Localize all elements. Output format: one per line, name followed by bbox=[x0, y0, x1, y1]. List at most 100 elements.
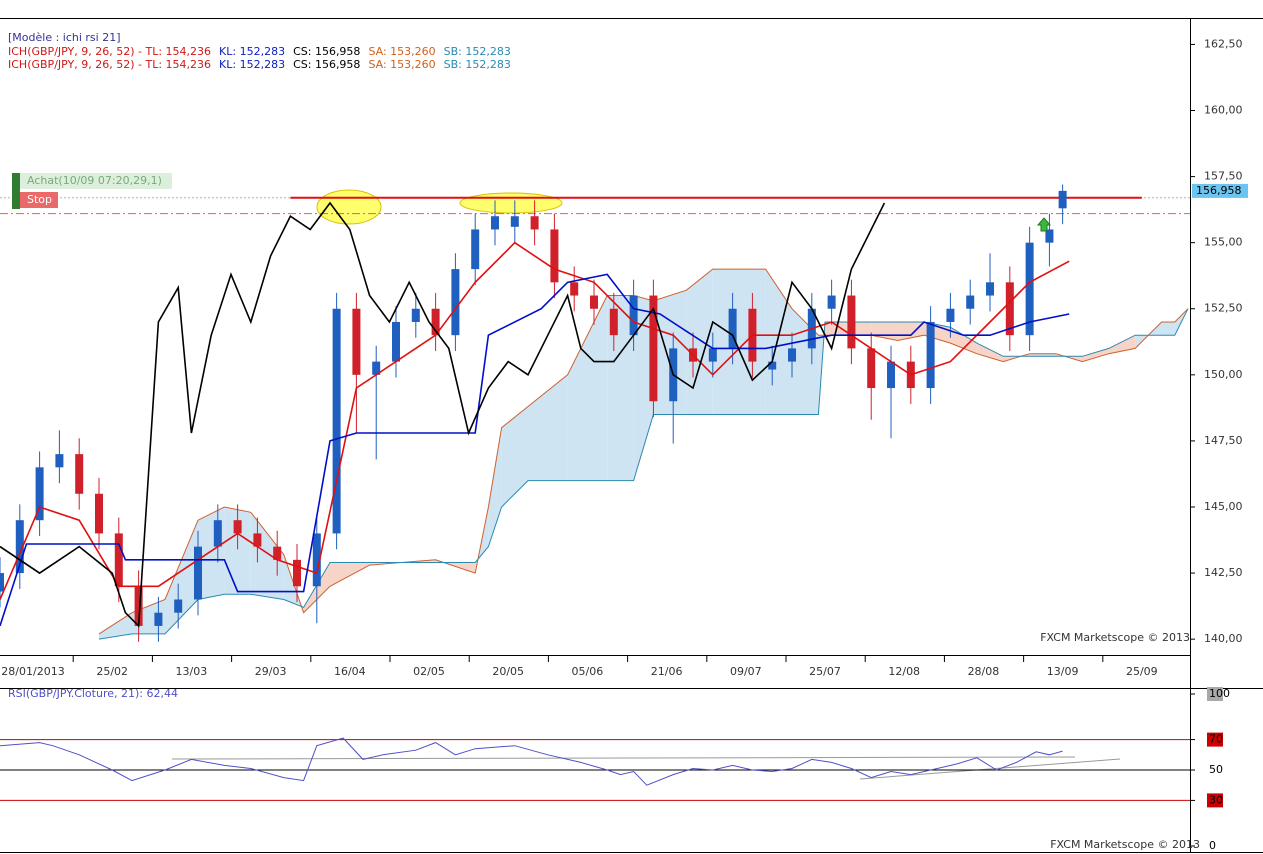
rsi-title: RSI(GBP/JPY.Cloture, 21): 62,44 bbox=[8, 687, 178, 700]
candle-body bbox=[253, 533, 262, 547]
x-tick-label: 02/05 bbox=[413, 665, 445, 678]
candle-body bbox=[233, 520, 242, 534]
candle-body bbox=[95, 493, 104, 534]
cloud-fill bbox=[330, 562, 370, 587]
candle-body bbox=[134, 586, 143, 626]
cloud-fill bbox=[633, 295, 654, 481]
entry-label: Achat(10/09 07:20,29,1) bbox=[27, 174, 162, 187]
x-tick-label: 13/09 bbox=[1047, 665, 1079, 678]
trend-line bbox=[859, 758, 1121, 780]
indicator-legend: ICH(GBP/JPY, 9, 26, 52) - TL: 154,236 KL:… bbox=[8, 45, 511, 58]
stop-label-bg bbox=[20, 192, 58, 208]
y-tick-label: 50 bbox=[1209, 763, 1223, 776]
x-tick-label: 25/02 bbox=[96, 665, 128, 678]
y-tick-label: 162,50 bbox=[1204, 37, 1243, 50]
candle-body bbox=[174, 599, 183, 613]
candle-body bbox=[55, 454, 64, 468]
candle-body bbox=[15, 520, 24, 574]
legend-part: KL: 152,283 bbox=[219, 45, 285, 58]
candle-body bbox=[312, 533, 321, 587]
x-tick-label: 05/06 bbox=[572, 665, 604, 678]
cloud-fill bbox=[1029, 353, 1057, 357]
candle-body bbox=[194, 546, 203, 600]
x-tick-label: 25/07 bbox=[809, 665, 841, 678]
y-tick-label: 150,00 bbox=[1204, 368, 1243, 381]
legend-part: ICH(GBP/JPY, 9, 26, 52) - TL: 154,236 bbox=[8, 45, 211, 58]
y-tick-label: 30 bbox=[1209, 793, 1223, 806]
x-tick-label: 13/03 bbox=[176, 665, 208, 678]
candle-body bbox=[530, 216, 539, 230]
candle-body bbox=[273, 546, 282, 560]
ichimoku-line bbox=[0, 273, 1070, 627]
candle-body bbox=[550, 229, 559, 283]
candle-body bbox=[411, 308, 420, 322]
x-tick-label: 20/05 bbox=[492, 665, 524, 678]
candle-body bbox=[431, 308, 440, 336]
candle-body bbox=[451, 269, 460, 336]
order-marker bbox=[12, 173, 20, 209]
candle-body bbox=[570, 282, 579, 296]
cloud-fill bbox=[528, 374, 568, 481]
indicator-legend: ICH(GBP/JPY, 9, 26, 52) - TL: 154,236 KL:… bbox=[8, 58, 511, 71]
rsi-line bbox=[0, 737, 1063, 786]
template-label: [Modèle : ichi rsi 21] bbox=[8, 31, 121, 44]
candle-body bbox=[708, 348, 717, 362]
y-tick-bg bbox=[1207, 793, 1223, 808]
legend-part: ICH(GBP/JPY, 9, 26, 52) - TL: 154,236 bbox=[8, 58, 211, 71]
cloud-fill bbox=[488, 427, 502, 547]
candle-body bbox=[1025, 242, 1034, 336]
y-tick-label: 145,00 bbox=[1204, 500, 1243, 513]
ichimoku-line bbox=[0, 241, 1070, 600]
cloud-fill bbox=[1161, 321, 1175, 336]
cloud-fill bbox=[950, 327, 977, 354]
cloud-fill bbox=[567, 295, 608, 481]
candle-body bbox=[471, 229, 480, 270]
y-tick-bg bbox=[1207, 687, 1223, 701]
senkou-span-b bbox=[98, 308, 1189, 640]
x-tick-label: 16/04 bbox=[334, 665, 366, 678]
candle-body bbox=[213, 520, 222, 547]
y-tick-label: 147,50 bbox=[1204, 434, 1243, 447]
candle-body bbox=[293, 559, 302, 587]
ichimoku-line bbox=[0, 201, 886, 628]
cloud-fill bbox=[501, 406, 529, 507]
cloud-fill bbox=[712, 269, 766, 415]
candle-body bbox=[1045, 229, 1054, 243]
entry-label-bg bbox=[20, 173, 172, 189]
legend-part: SA: 153,260 bbox=[368, 45, 435, 58]
candle-body bbox=[728, 308, 737, 349]
cloud-fill bbox=[165, 520, 199, 634]
y-tick-label: 155,00 bbox=[1204, 236, 1243, 249]
candle-body bbox=[491, 216, 500, 230]
x-tick-label: 09/07 bbox=[730, 665, 762, 678]
x-tick-label: 28/08 bbox=[968, 665, 1000, 678]
cloud-fill bbox=[1082, 348, 1109, 362]
legend-part: KL: 152,283 bbox=[219, 58, 285, 71]
cloud-fill bbox=[1108, 335, 1136, 354]
candle-body bbox=[788, 348, 797, 362]
x-tick-label: 12/08 bbox=[888, 665, 920, 678]
x-tick-label: 29/03 bbox=[255, 665, 287, 678]
y-tick-label: 142,50 bbox=[1204, 566, 1243, 579]
cloud-fill bbox=[976, 343, 1004, 362]
candle-body bbox=[1058, 190, 1067, 209]
candle-body bbox=[609, 308, 618, 336]
candle-body bbox=[332, 308, 341, 534]
candle-body bbox=[867, 348, 876, 389]
y-tick-label: 100 bbox=[1209, 687, 1230, 700]
candle-body bbox=[629, 295, 638, 336]
candle-body bbox=[887, 361, 896, 389]
candle-body bbox=[827, 295, 836, 309]
candle-body bbox=[847, 295, 856, 349]
cloud-fill bbox=[224, 506, 251, 595]
cloud-fill bbox=[686, 269, 713, 415]
legend-part: CS: 156,958 bbox=[293, 58, 360, 71]
candle-body bbox=[946, 308, 955, 322]
cloud-fill bbox=[99, 612, 133, 640]
rsi-plot bbox=[0, 737, 1190, 801]
y-tick-label: 0 bbox=[1209, 839, 1216, 852]
candle-body bbox=[649, 295, 658, 402]
candle-body bbox=[352, 308, 361, 375]
axes: 140,00 142,50 145,00 147,50 150,00 152,50 155,… bbox=[1, 37, 1248, 852]
